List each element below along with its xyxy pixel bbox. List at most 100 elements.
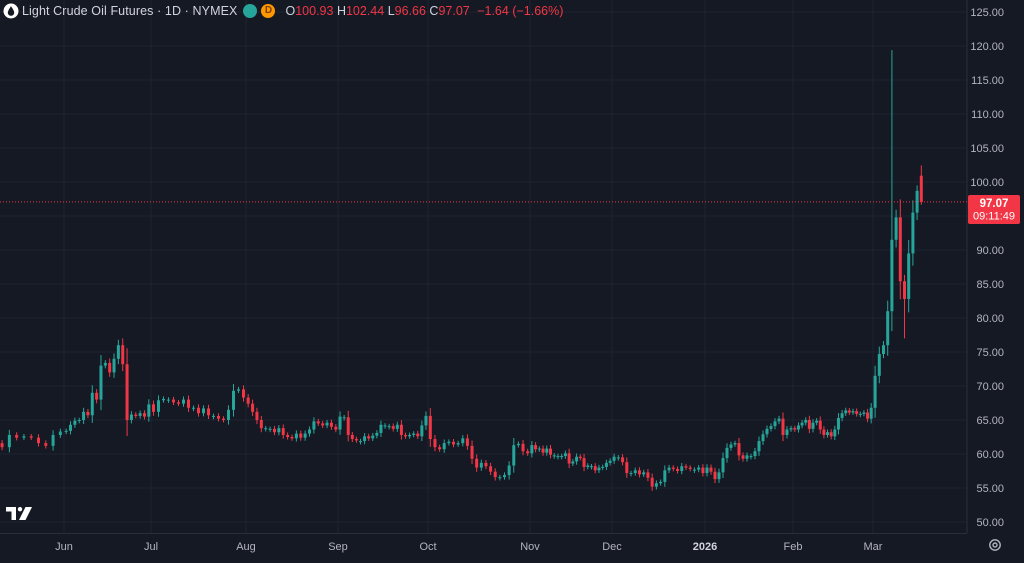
- candle-body: [29, 436, 33, 438]
- candle-body: [359, 441, 362, 443]
- candle-body: [590, 466, 593, 468]
- price-tag-bg: [968, 195, 1020, 224]
- candle-body: [563, 453, 567, 457]
- candle-body: [147, 404, 151, 417]
- ohlc-values: O100.93 H102.44 L96.66 C97.07 −1.64 (−1.…: [285, 4, 563, 18]
- candle-body: [541, 448, 545, 453]
- tradingview-logo-icon[interactable]: [6, 505, 34, 521]
- candle-body: [461, 438, 465, 444]
- candle: [836, 413, 840, 435]
- candle: [545, 445, 549, 456]
- candle: [903, 274, 906, 339]
- grid: [0, 0, 967, 533]
- candle: [769, 423, 773, 432]
- candle-body: [412, 433, 416, 435]
- candle: [844, 407, 848, 416]
- candle-body: [277, 428, 281, 433]
- candle: [408, 432, 412, 439]
- time-tick-label: Oct: [419, 541, 436, 553]
- candle-body: [424, 415, 428, 426]
- candle-body: [705, 467, 709, 474]
- time-axis[interactable]: Jun Jul Aug Sep Oct Nov Dec 2026 Feb Mar: [55, 541, 883, 553]
- candle: [601, 464, 605, 471]
- candle-body: [162, 398, 165, 401]
- candle: [329, 419, 333, 430]
- candle: [237, 387, 240, 394]
- candle-body: [826, 432, 830, 435]
- candle: [103, 360, 107, 369]
- candle-body: [866, 412, 870, 419]
- candle: [855, 408, 859, 417]
- candle-body: [697, 467, 701, 470]
- candle-body: [646, 472, 650, 478]
- candle: [212, 413, 215, 420]
- candle-body: [676, 468, 680, 471]
- candle: [456, 440, 460, 447]
- candle-body: [95, 392, 99, 400]
- candle: [612, 453, 616, 464]
- candle-body: [567, 453, 571, 464]
- candle: [667, 464, 671, 474]
- candle: [484, 459, 488, 470]
- candle: [745, 452, 749, 462]
- candle-body: [701, 467, 705, 474]
- price-tick-label: 105.00: [970, 143, 1004, 155]
- candle-body: [873, 375, 877, 408]
- candle: [312, 417, 316, 434]
- candle-body: [671, 467, 675, 469]
- candle: [268, 426, 272, 433]
- candle-body: [737, 443, 741, 456]
- candle-body: [804, 420, 808, 423]
- candle-body: [264, 428, 268, 430]
- candle: [359, 438, 362, 445]
- candle-body: [560, 456, 564, 458]
- candle-body: [7, 434, 11, 448]
- candle: [646, 468, 650, 482]
- oil-drop-icon[interactable]: [3, 3, 19, 19]
- candle-body: [789, 428, 793, 430]
- candle-body: [452, 441, 455, 445]
- open-label: O: [285, 4, 296, 18]
- candle-body: [222, 418, 225, 420]
- price-tick-label: 100.00: [970, 177, 1004, 189]
- candle: [800, 420, 804, 429]
- candle-body: [129, 414, 133, 420]
- candle: [217, 413, 220, 422]
- candle: [717, 468, 721, 483]
- candle: [294, 430, 298, 442]
- candle: [869, 403, 873, 424]
- high-label: H: [336, 4, 346, 18]
- candle-body: [212, 415, 215, 417]
- candle: [753, 448, 757, 460]
- candle: [465, 434, 469, 450]
- market-status-badge[interactable]: [243, 4, 258, 18]
- candle-body: [663, 470, 667, 482]
- candle-body: [534, 445, 538, 450]
- candle-body: [177, 402, 180, 404]
- candle-body: [844, 410, 848, 414]
- candle: [157, 395, 160, 417]
- delayed-data-badge[interactable]: D: [261, 4, 276, 18]
- candle: [697, 465, 701, 473]
- candle-body: [442, 443, 446, 450]
- candle: [709, 464, 713, 475]
- candle: [822, 426, 826, 439]
- candle: [549, 444, 552, 459]
- candle-body: [312, 421, 316, 430]
- candle-body: [387, 426, 391, 428]
- candle-body: [325, 422, 329, 426]
- candle-body: [836, 417, 840, 430]
- candle: [51, 430, 55, 451]
- candle: [479, 459, 483, 471]
- candle-body: [329, 422, 333, 427]
- candle-body: [294, 433, 298, 439]
- candle: [713, 467, 717, 484]
- candle: [187, 395, 190, 412]
- gear-icon[interactable]: [988, 538, 1002, 552]
- price-axis[interactable]: 50.00 55.00 60.00 65.00 70.00 75.00 80.00 85.00…: [970, 7, 1004, 529]
- symbol-title[interactable]: Light Crude Oil Futures · 1D · NYMEX: [22, 4, 238, 18]
- candle-body: [578, 456, 582, 459]
- candle: [391, 423, 395, 432]
